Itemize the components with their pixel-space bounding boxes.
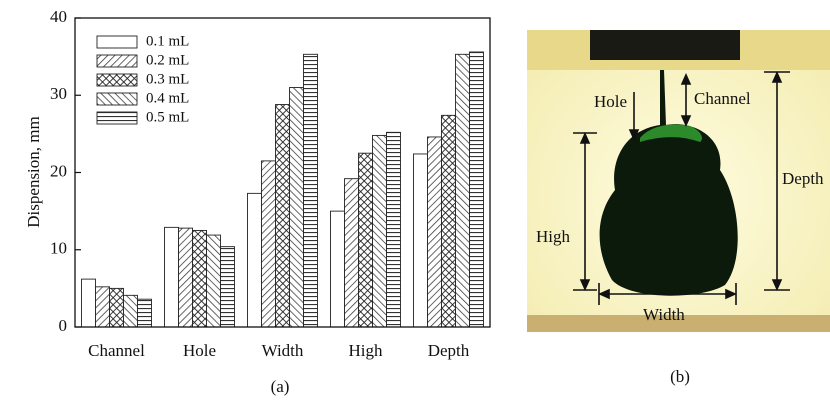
bar — [109, 287, 124, 328]
bar — [455, 53, 470, 328]
y-tick-label: 20 — [50, 161, 67, 180]
bar — [81, 278, 96, 328]
bar — [344, 178, 359, 328]
legend-label: 0.2 mL — [146, 52, 189, 68]
bar — [137, 298, 152, 328]
x-tick-label: Hole — [183, 341, 216, 360]
bar — [386, 131, 401, 328]
legend-swatch — [96, 54, 138, 68]
bar — [192, 229, 207, 328]
bar — [178, 227, 193, 328]
x-tick-label: Depth — [428, 341, 470, 360]
photo: Hole Channel High Depth Width — [527, 30, 830, 332]
bar — [303, 53, 318, 328]
bar — [164, 226, 179, 328]
bar — [220, 246, 235, 328]
photo-label: Width — [643, 305, 685, 324]
legend-swatch — [96, 35, 138, 49]
bar — [372, 134, 387, 328]
photo-label: Hole — [594, 92, 627, 111]
x-tick-label: High — [349, 341, 384, 360]
photo-label: High — [536, 227, 571, 246]
photo-label: Depth — [782, 169, 824, 188]
legend-swatch — [96, 111, 138, 125]
bar — [358, 152, 373, 328]
bar — [289, 87, 304, 328]
x-tick-label: Channel — [88, 341, 145, 360]
bar — [206, 234, 221, 328]
plot-frame — [74, 17, 491, 328]
bar — [247, 192, 262, 328]
y-axis-label: Dispension, mm — [24, 116, 43, 227]
caption: (b) — [670, 367, 690, 386]
bar — [95, 286, 110, 328]
y-tick-label: 10 — [50, 239, 67, 258]
bar — [441, 114, 456, 328]
y-tick-label: 30 — [50, 84, 67, 103]
legend-label: 0.1 mL — [146, 33, 189, 49]
bar — [413, 153, 428, 328]
bar — [469, 51, 484, 328]
y-tick-label: 40 — [50, 7, 67, 26]
caption: (a) — [271, 377, 290, 396]
legend-label: 0.4 mL — [146, 90, 189, 106]
x-tick-label: Width — [262, 341, 304, 360]
bar — [275, 104, 290, 328]
y-tick-label: 0 — [59, 316, 68, 335]
legend-label: 0.3 mL — [146, 71, 189, 87]
bar — [330, 210, 345, 328]
bar — [427, 136, 442, 328]
bar — [261, 160, 276, 328]
photo-label: Channel — [694, 89, 751, 108]
legend-swatch — [96, 92, 138, 106]
legend-label: 0.5 mL — [146, 109, 189, 125]
legend-swatch — [96, 73, 138, 87]
bar — [123, 294, 138, 328]
